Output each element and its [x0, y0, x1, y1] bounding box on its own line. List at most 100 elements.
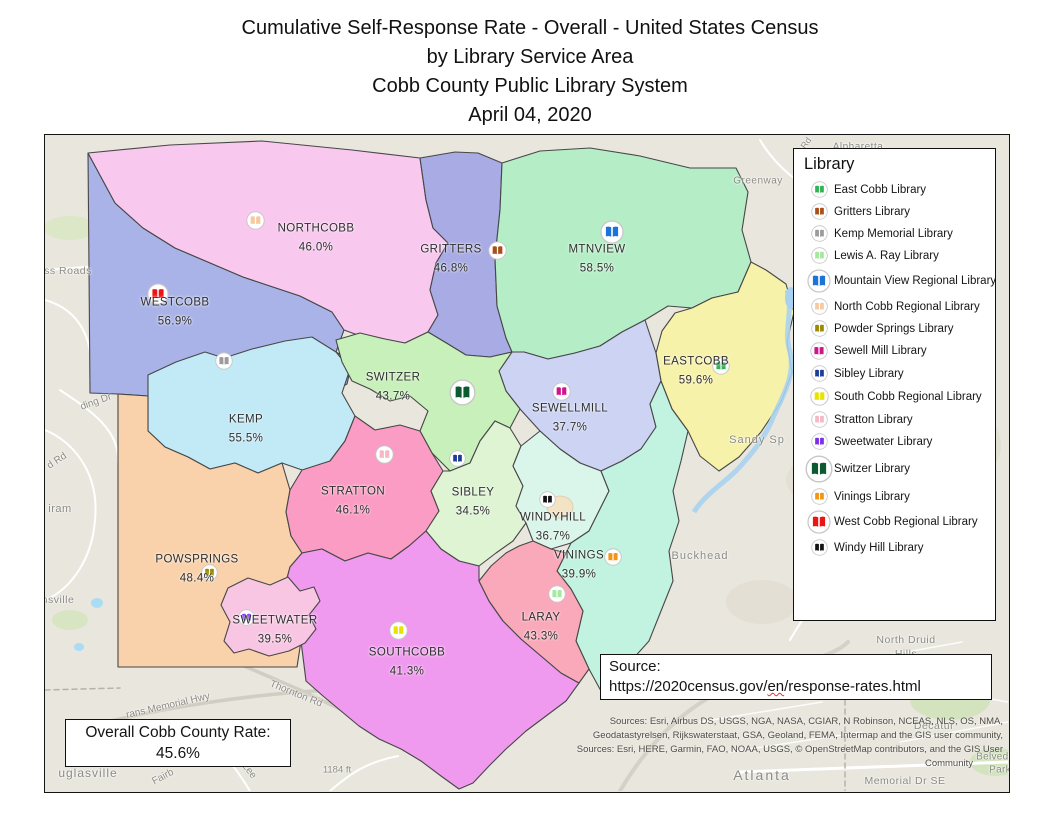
- basemap-label-park: Park: [989, 764, 1010, 776]
- region-label-northcobb: NORTHCOBB 46.0%: [278, 220, 355, 257]
- book-icon: [810, 320, 828, 337]
- source-url-suffix: /response-rates.html: [784, 678, 921, 695]
- region-name: VININGS: [553, 549, 605, 562]
- book-icon: [200, 563, 218, 581]
- legend-icon-cell: [804, 320, 834, 337]
- basemap-label-iram: iram: [48, 503, 72, 515]
- legend-item-label: East Cobb Library: [834, 183, 927, 196]
- attribution: Sources: Esri, Airbus DS, USGS, NGA, NAS…: [577, 715, 1003, 771]
- legend-item-label: Mountain View Regional Library: [834, 275, 997, 287]
- library-marker-switzer: [448, 378, 476, 411]
- book-icon: [810, 181, 828, 198]
- region-label-sewellmill: SEWELLMILL 37.7%: [532, 400, 608, 437]
- legend-item-gritters-library: Gritters Library: [804, 203, 987, 220]
- region-name: SEWELLMILL: [531, 402, 609, 415]
- legend-icon-cell: [804, 433, 834, 450]
- region-label-vinings: VININGS 39.9%: [554, 547, 604, 584]
- library-marker-sweetwater: [237, 608, 255, 631]
- legend-item-label: Switzer Library: [834, 463, 911, 475]
- basemap-label-belvedere: Belvedere: [976, 751, 1009, 763]
- legend-item-mountain-view-regional-library: Mountain View Regional Library: [804, 269, 996, 293]
- library-marker-vinings: [604, 548, 622, 571]
- legend-item-label: South Cobb Regional Library: [834, 390, 982, 403]
- region-rate: 43.3%: [523, 630, 559, 642]
- legend-icon-cell: [804, 488, 834, 505]
- region-rate: 58.5%: [579, 262, 615, 274]
- legend-item-label: Vinings Library: [834, 490, 910, 503]
- book-icon: [810, 225, 828, 242]
- book-icon: [712, 357, 730, 375]
- legend-icon-cell: [804, 387, 834, 406]
- legend-item-vinings-library: Vinings Library: [804, 488, 987, 505]
- book-icon: [810, 203, 828, 220]
- legend-icon-cell: [804, 203, 834, 220]
- book-icon: [448, 378, 476, 406]
- region-label-switzer: SWITZER 43.7%: [366, 369, 421, 406]
- legend-item-label: North Cobb Regional Library: [834, 300, 980, 313]
- legend-items: East Cobb Library Gritters Library Kemp …: [804, 181, 996, 556]
- map-title: Cumulative Self-Response Rate - Overall …: [0, 14, 1060, 130]
- service-area-mtnview: [494, 147, 752, 360]
- region-name: STRATTON: [320, 485, 386, 498]
- legend-item-sewell-mill-library: Sewell Mill Library: [804, 342, 987, 360]
- region-name: EASTCOBB: [663, 355, 729, 368]
- library-marker-gritters: [487, 240, 507, 265]
- attribution-line-1: Sources: Esri, Airbus DS, USGS, NGA, NAS…: [609, 716, 1003, 727]
- region-rate: 39.9%: [561, 568, 597, 580]
- basemap-label-nsville: nsville: [44, 594, 75, 606]
- legend-icon-cell: [804, 269, 834, 293]
- legend-item-label: Windy Hill Library: [834, 541, 924, 554]
- region-label-laray: LARAY 43.3%: [522, 609, 561, 646]
- legend-item-east-cobb-library: East Cobb Library: [804, 181, 987, 198]
- basemap-label-decatur: Decatur: [913, 720, 955, 732]
- region-rate: 46.8%: [433, 262, 469, 274]
- legend-item-label: Powder Springs Library: [834, 322, 954, 335]
- source-url-en: en: [767, 678, 785, 695]
- book-icon: [448, 449, 466, 467]
- library-marker-westcobb: [147, 283, 169, 310]
- basemap-label-sandy-sp: Sandy Sp: [729, 434, 785, 446]
- basemap-label-memorial-dr-se: Memorial Dr SE: [864, 775, 946, 787]
- region-name: SOUTHCOBB: [368, 646, 446, 659]
- service-area-laray: [478, 540, 590, 684]
- title-line-3: Cobb County Public Library System: [372, 75, 688, 97]
- legend-item-label: Sewell Mill Library: [834, 345, 927, 357]
- service-areas: [87, 140, 795, 790]
- legend-icon-cell: [804, 539, 834, 556]
- library-marker-laray: [548, 585, 566, 608]
- legend-item-label: Stratton Library: [834, 413, 913, 426]
- legend-item-label: Sibley Library: [834, 367, 904, 380]
- library-marker-powsprings: [200, 563, 218, 586]
- region-rate: 36.7%: [535, 530, 571, 542]
- region-label-eastcobb: EASTCOBB 59.6%: [663, 353, 729, 390]
- legend-item-label: Kemp Memorial Library: [834, 227, 953, 240]
- region-rate: 46.0%: [298, 241, 334, 253]
- service-area-southcobb: [285, 530, 580, 790]
- region-name: WESTCOBB: [140, 296, 210, 309]
- legend-item-south-cobb-regional-library: South Cobb Regional Library: [804, 387, 987, 406]
- source-box: Source: https://2020census.gov/en/respon…: [600, 654, 992, 700]
- book-icon: [805, 455, 833, 483]
- legend-icon-cell: [804, 298, 834, 315]
- library-marker-stratton: [374, 444, 394, 469]
- book-icon: [147, 283, 169, 305]
- title-line-2: by Library Service Area: [426, 46, 634, 68]
- legend: Library East Cobb Library Gritters Libra…: [793, 148, 996, 621]
- library-marker-sewellmill: [551, 381, 571, 406]
- service-area-vinings: [556, 380, 689, 692]
- region-name: SIBLEY: [451, 486, 495, 499]
- book-icon: [810, 342, 828, 360]
- legend-item-sweetwater-library: Sweetwater Library: [804, 433, 987, 450]
- legend-item-sibley-library: Sibley Library: [804, 365, 987, 382]
- legend-item-label: Lewis A. Ray Library: [834, 249, 939, 262]
- basemap-label-greenway: Greenway: [733, 175, 783, 187]
- book-icon: [374, 444, 394, 464]
- region-label-powsprings: POWSPRINGS 48.4%: [155, 551, 238, 588]
- library-marker-mtnview: [600, 220, 624, 249]
- region-rate: 48.4%: [179, 572, 215, 584]
- title-line-4: April 04, 2020: [468, 104, 592, 126]
- book-icon: [810, 247, 828, 264]
- map-canvas: Greenway Alpharetta Rd ss Roads ding Dr d Rd i…: [44, 134, 1010, 793]
- library-marker-eastcobb: [712, 357, 730, 380]
- region-rate: 34.5%: [455, 505, 491, 517]
